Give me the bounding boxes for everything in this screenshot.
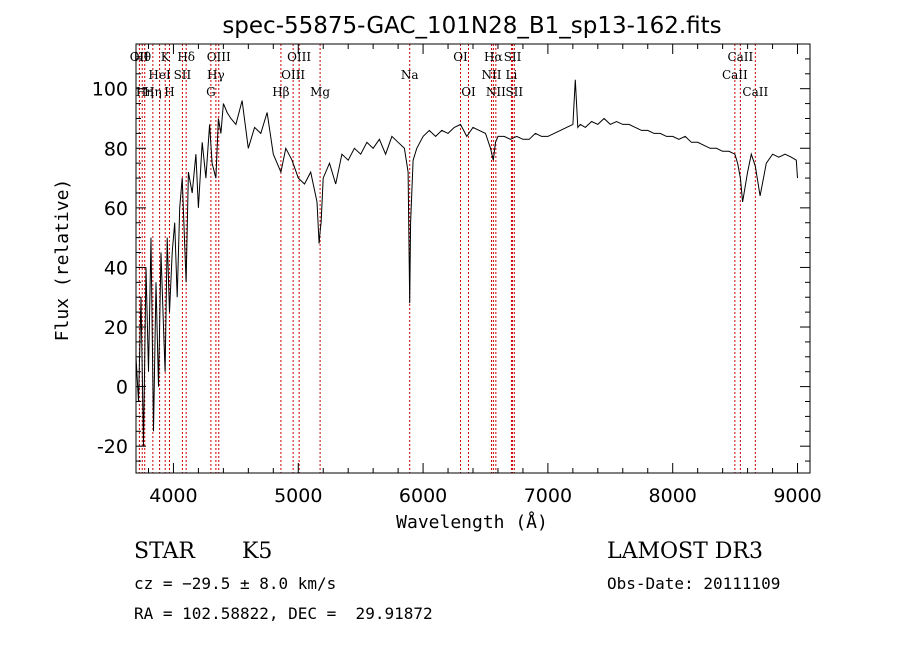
line-label-24-bottom: SII: [505, 85, 523, 99]
line-labels: OIIHθHηHηHeIKHSIIHδGHγOIIIHβOIIIOIIIMgNa…: [130, 50, 769, 99]
object-class: STAR: [134, 539, 195, 564]
plot-frame: [135, 43, 811, 474]
line-label-5-top: K: [161, 50, 171, 64]
line-label-10-middle: Hγ: [207, 68, 225, 82]
x-axis: 4000 5000 6000 7000 8000 9000: [147, 44, 822, 507]
survey-name: LAMOST DR3: [607, 539, 763, 564]
line-label-18-bottom: OI: [461, 85, 476, 99]
line-markers: [138, 44, 756, 473]
x-tick-label-0: 4000: [149, 485, 197, 507]
line-label-16-middle: Na: [401, 68, 419, 82]
line-label-7-middle: SII: [174, 68, 192, 82]
line-label-23-top: SII: [504, 50, 522, 64]
line-label-20-top: Hα: [484, 50, 503, 64]
object-subclass: K5: [242, 539, 273, 564]
line-label-11-top: OIII: [207, 50, 231, 64]
line-label-21-bottom: NII: [486, 85, 506, 99]
line-label-1-top: Hθ: [133, 50, 151, 64]
line-label-6-bottom: H: [164, 85, 174, 99]
line-label-3-bottom: Hη: [144, 85, 162, 99]
y-tick-label-4: 60: [104, 198, 128, 220]
obs-date: Obs-Date: 20111109: [607, 574, 781, 593]
x-tick-label-4: 8000: [649, 485, 697, 507]
line-label-15-bottom: Mg: [310, 85, 330, 99]
x-tick-label-3: 7000: [524, 485, 572, 507]
spectrum-line: [135, 79, 798, 447]
y-tick-label-0: -20: [97, 436, 128, 458]
coordinates: RA = 102.58822, DEC = 29.91872: [134, 604, 433, 623]
line-label-27-bottom: CaII: [742, 85, 768, 99]
line-label-26-top: CaII: [727, 50, 753, 64]
line-label-25-middle: CaII: [722, 68, 748, 82]
line-label-9-bottom: G: [206, 85, 216, 99]
y-tick-label-5: 80: [104, 138, 128, 160]
chart-title: spec-55875-GAC_101N28_B1_sp13-162.fits: [222, 13, 721, 39]
y-axis-label: Flux (relative): [52, 179, 73, 342]
line-label-17-top: OI: [453, 50, 468, 64]
line-label-14-top: OIII: [287, 50, 311, 64]
line-label-8-top: Hδ: [177, 50, 195, 64]
line-label-13-middle: OIII: [281, 68, 305, 82]
line-label-12-bottom: Hβ: [272, 85, 289, 99]
y-tick-label-6: 100: [92, 79, 128, 101]
line-label-4-middle: HeI: [148, 68, 171, 82]
x-tick-label-5: 9000: [773, 485, 821, 507]
x-tick-label-2: 6000: [399, 485, 447, 507]
x-axis-label: Wavelength (Å): [396, 511, 548, 533]
line-label-19-middle: NII: [481, 68, 501, 82]
line-label-22-middle: Li: [506, 68, 518, 82]
y-axis: -20 0 20 40 60 80 100: [92, 58, 810, 462]
x-tick-label-1: 5000: [274, 485, 322, 507]
line-label-0-top: OII: [130, 50, 150, 64]
y-tick-label-3: 40: [104, 257, 128, 279]
redshift-text: cz = −29.5 ± 8.0 km/s: [134, 574, 337, 593]
y-tick-label-1: 0: [116, 377, 128, 399]
y-tick-label-2: 20: [104, 317, 128, 339]
